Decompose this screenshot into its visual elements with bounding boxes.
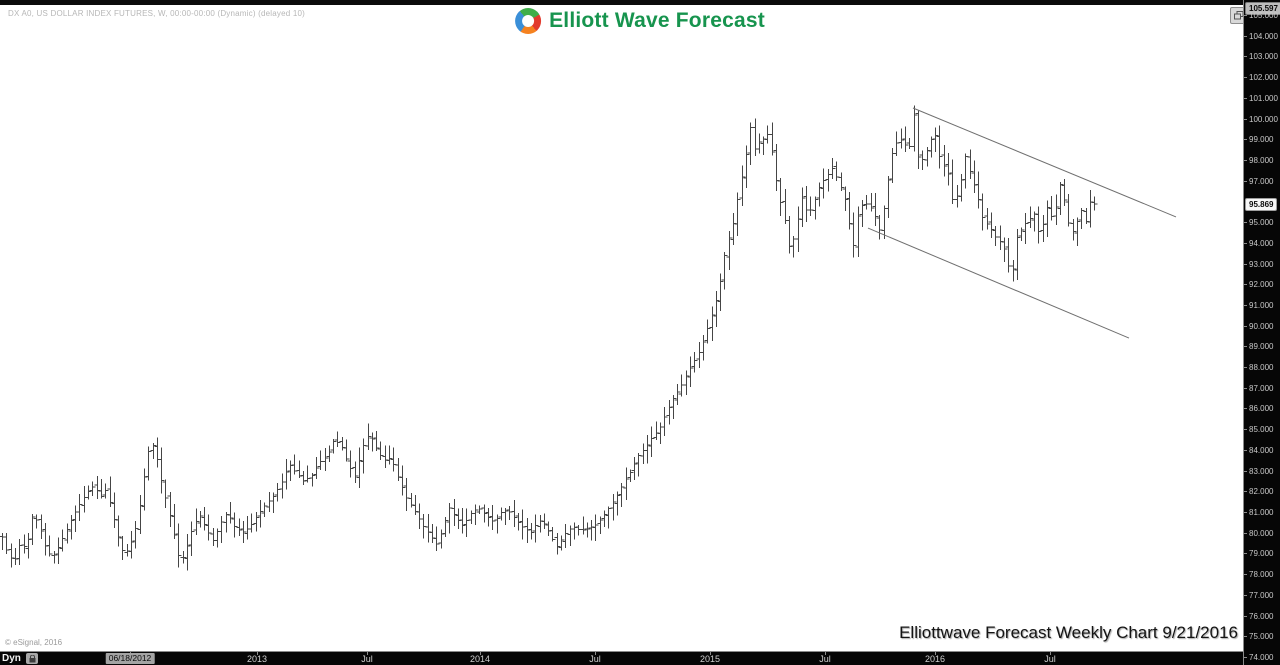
time-axis-tick	[595, 652, 596, 655]
time-axis-label: Jul	[589, 654, 601, 664]
time-axis-date-box: 06/18/2012	[105, 653, 155, 664]
price-axis-tick	[1244, 35, 1247, 37]
elliott-wave-swirl-icon	[515, 8, 542, 34]
price-axis-label: 86.000	[1249, 404, 1274, 414]
price-axis-tick	[1244, 180, 1247, 182]
price-axis-label: 95.000	[1249, 218, 1274, 228]
price-axis-tick	[1244, 97, 1247, 99]
price-axis-tick	[1244, 222, 1247, 224]
ohlc-bars	[0, 105, 1098, 571]
price-axis-label: 104.000	[1249, 31, 1278, 41]
price-axis-tick	[1244, 553, 1247, 555]
price-axis-label: 81.000	[1249, 508, 1274, 518]
price-axis-tick	[1244, 512, 1247, 514]
price-axis-tick	[1244, 615, 1247, 617]
price-axis-label: 98.000	[1249, 155, 1274, 165]
channel-trendline[interactable]	[912, 107, 1177, 218]
price-axis-label: 74.000	[1249, 653, 1274, 662]
price-axis-tick	[1244, 387, 1247, 389]
price-axis-label: 79.000	[1249, 549, 1274, 559]
price-axis-label: 80.000	[1249, 528, 1274, 538]
brand-logo: Elliott Wave Forecast	[515, 8, 765, 34]
time-axis-tick	[257, 652, 258, 655]
time-axis-label: 2016	[924, 654, 946, 664]
copyright-notice: © eSignal, 2016	[5, 638, 63, 647]
price-axis-label: 92.000	[1249, 280, 1274, 290]
time-axis-label: Jul	[819, 654, 831, 664]
brand-logo-text: Elliott Wave Forecast	[549, 9, 765, 32]
time-axis-tick	[480, 652, 481, 655]
price-axis-tick	[1244, 367, 1247, 369]
price-axis-label: 90.000	[1249, 321, 1274, 331]
time-axis[interactable]: Dyn 06/18/2012 2013 Jul 2014 Jul 2015 Jul 2016 J…	[0, 651, 1243, 665]
price-axis-label: 103.000	[1249, 52, 1278, 62]
price-axis-label: 91.000	[1249, 300, 1274, 310]
price-axis-label: 99.000	[1249, 135, 1274, 145]
channel-trendline[interactable]	[867, 227, 1130, 339]
price-axis-tick	[1244, 574, 1247, 576]
price-axis-tick	[1244, 449, 1247, 451]
price-axis-tick	[1244, 346, 1247, 348]
price-axis-label: 97.000	[1249, 176, 1274, 186]
time-axis-tick	[825, 652, 826, 655]
price-axis-tick	[1244, 304, 1247, 306]
price-axis-tick	[1244, 77, 1247, 79]
price-axis-label: 78.000	[1249, 570, 1274, 580]
price-axis-tick	[1244, 657, 1247, 658]
price-axis-tick	[1244, 429, 1247, 431]
time-axis-label: Jul	[361, 654, 373, 664]
price-axis-tick	[1244, 532, 1247, 534]
price-axis-tick	[1244, 118, 1247, 120]
time-axis-tick	[1050, 652, 1051, 655]
symbol-description: DX A0, US DOLLAR INDEX FUTURES, W, 00:00…	[8, 9, 306, 18]
price-axis-tick	[1244, 284, 1247, 286]
price-axis-label: 100.000	[1249, 114, 1278, 124]
time-axis-label: 2015	[699, 654, 721, 664]
price-axis-label: 87.000	[1249, 383, 1274, 393]
lock-icon[interactable]	[26, 653, 38, 664]
time-axis-label: Jul	[1044, 654, 1056, 664]
price-axis-label: 76.000	[1249, 611, 1274, 621]
time-axis-label: 2014	[469, 654, 491, 664]
price-axis-tick	[1244, 242, 1247, 244]
price-axis-tick	[1244, 139, 1247, 141]
price-axis-tick	[1244, 408, 1247, 410]
price-axis-tick	[1244, 15, 1247, 16]
price-axis-tick	[1244, 636, 1247, 638]
price-axis-label: 94.000	[1249, 238, 1274, 248]
price-axis-label: 75.000	[1249, 632, 1274, 642]
price-axis-label: 89.000	[1249, 342, 1274, 352]
price-axis-tick	[1244, 325, 1247, 327]
price-axis-tick	[1244, 470, 1247, 472]
price-axis-tick	[1244, 56, 1247, 58]
price-axis-tick	[1244, 491, 1247, 493]
time-axis-tick	[935, 652, 936, 655]
price-axis[interactable]: 105.597 95.869 105.000 104.000 103.000 102.…	[1243, 0, 1280, 665]
window-top-bar	[0, 0, 1280, 5]
price-axis-tick	[1244, 159, 1247, 161]
price-axis-label: 93.000	[1249, 259, 1274, 269]
price-axis-label: 83.000	[1249, 466, 1274, 476]
price-axis-label: 101.000	[1249, 93, 1278, 103]
price-axis-label: 105.000	[1249, 11, 1278, 20]
chart-caption: Elliottwave Forecast Weekly Chart 9/21/2…	[899, 623, 1238, 642]
price-axis-label: 84.000	[1249, 445, 1274, 455]
price-axis-label: 102.000	[1249, 73, 1278, 83]
price-axis-tick	[1244, 263, 1247, 265]
last-price-marker: 95.869	[1245, 198, 1278, 212]
price-axis-label: 82.000	[1249, 487, 1274, 497]
time-axis-label: 2013	[246, 654, 268, 664]
price-axis-label: 85.000	[1249, 425, 1274, 435]
price-axis-tick	[1244, 594, 1247, 596]
time-axis-tick	[367, 652, 368, 655]
price-axis-label: 77.000	[1249, 590, 1274, 600]
price-axis-label: 88.000	[1249, 363, 1274, 373]
axis-top-readout: 105.597	[1245, 2, 1280, 15]
time-axis-tick	[710, 652, 711, 655]
dyn-mode-button[interactable]: Dyn	[2, 653, 21, 664]
